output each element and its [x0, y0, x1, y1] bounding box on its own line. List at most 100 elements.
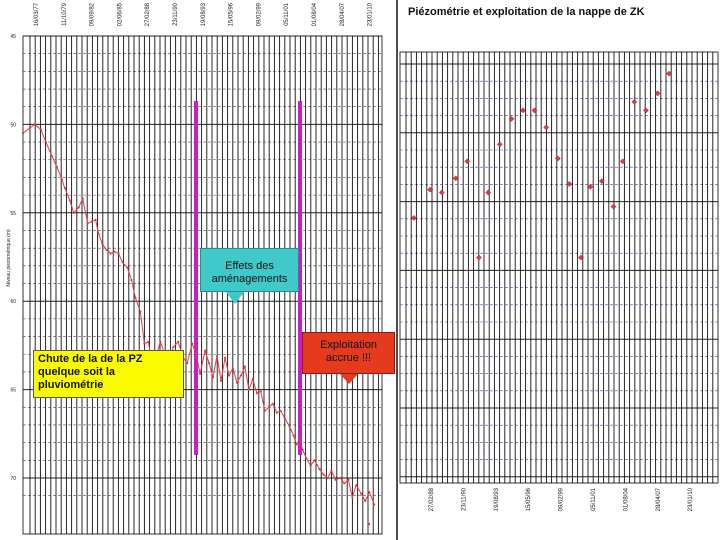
- right-x-tick-label: 05/11/01: [591, 487, 597, 511]
- data-point: [211, 376, 215, 379]
- data-point: [134, 296, 137, 299]
- callout-chute: Chute de la de la PZ quelque soit la plu…: [33, 350, 184, 398]
- data-point: [298, 438, 301, 441]
- data-point: [619, 158, 626, 165]
- right-vertical-gridlines: [405, 52, 714, 483]
- data-point: [279, 409, 282, 412]
- data-point: [654, 90, 661, 97]
- data-point: [90, 220, 93, 223]
- data-point: [231, 367, 235, 370]
- right-x-tick-label: 23/01/10: [688, 487, 694, 511]
- callout-effets-pointer: [226, 292, 244, 304]
- left-top-x-tick-label: 15/05/96: [229, 2, 235, 26]
- highlight-bar-05/11/01: [298, 101, 302, 455]
- data-point: [68, 199, 71, 202]
- right-chart: 27/02/88 23/11/90 19/08/93 15/05/96 09/02/99…: [396, 0, 719, 540]
- data-point: [476, 254, 482, 261]
- right-x-tick-labels: 27/02/88 23/11/90 19/08/93 15/05/96 09/02/99…: [429, 487, 694, 511]
- data-point: [343, 482, 346, 485]
- data-point: [326, 476, 329, 480]
- left-y-tick-label: 70: [10, 476, 16, 482]
- data-point: [309, 464, 312, 467]
- data-point: [543, 124, 550, 131]
- data-point: [267, 406, 270, 409]
- data-point: [364, 499, 367, 503]
- data-point: [275, 411, 278, 414]
- data-point: [28, 126, 32, 130]
- data-point: [63, 186, 66, 190]
- data-point: [247, 388, 250, 391]
- data-point: [101, 243, 104, 246]
- data-point: [39, 128, 43, 131]
- left-top-x-tick-label: 23/11/90: [173, 2, 179, 26]
- left-top-x-tick-label: 02/06/85: [117, 2, 123, 26]
- data-point: [109, 252, 112, 255]
- data-point: [578, 254, 584, 261]
- data-point: [72, 211, 75, 214]
- data-point: [199, 372, 202, 375]
- left-top-x-tick-label: 01/08/04: [312, 2, 318, 26]
- right-x-tick-label: 19/08/93: [494, 487, 500, 511]
- right-x-tick-label: 28/04/07: [656, 487, 662, 511]
- data-point: [177, 340, 180, 343]
- data-point: [191, 342, 194, 345]
- data-point: [86, 222, 89, 225]
- data-point: [77, 206, 80, 209]
- data-point: [610, 203, 617, 210]
- highlight-bars: [194, 101, 302, 455]
- data-point: [292, 434, 295, 437]
- data-point: [531, 107, 538, 114]
- data-point: [566, 181, 573, 187]
- data-point: [255, 392, 258, 395]
- data-point: [94, 218, 97, 221]
- right-x-tick-label: 23/11/90: [461, 487, 467, 511]
- left-top-x-tick-label: 11/10/79: [62, 2, 68, 26]
- data-point: [50, 155, 53, 158]
- data-point: [139, 310, 142, 313]
- data-point: [313, 459, 316, 462]
- left-top-x-tick-label: 28/04/07: [340, 2, 346, 26]
- left-top-x-tick-label: 09/02/99: [256, 2, 262, 26]
- data-point: [215, 354, 219, 358]
- data-point: [438, 189, 445, 196]
- right-x-tick-label: 15/05/96: [526, 487, 532, 511]
- left-top-x-tick-label: 09/09/82: [90, 2, 96, 26]
- data-point: [598, 178, 605, 185]
- right-x-tick-label: 09/02/99: [559, 487, 565, 511]
- left-y-tick-label: 45: [10, 34, 16, 40]
- data-point: [373, 503, 376, 506]
- data-point: [251, 377, 254, 381]
- data-point: [60, 178, 63, 181]
- data-point: [666, 70, 673, 77]
- data-point: [496, 141, 503, 148]
- data-point: [464, 158, 471, 165]
- data-point: [186, 361, 189, 365]
- data-point: [97, 232, 100, 236]
- y-axis-label: Niveau piézométrique (m): [6, 229, 12, 287]
- chart-title: Piézométrie et exploitation de la nappe …: [408, 6, 645, 18]
- left-top-x-tick-label: 27/02/88: [145, 2, 151, 26]
- data-point: [21, 132, 25, 135]
- data-point: [195, 353, 198, 356]
- data-point: [243, 365, 246, 368]
- data-point: [520, 107, 526, 114]
- data-point: [295, 443, 298, 446]
- data-point: [351, 496, 354, 499]
- left-y-tick-label: 60: [10, 299, 16, 305]
- data-point: [339, 476, 342, 480]
- left-chart: 45 50 55 60 65 70 16/03/77 11/10/79 09/09/82 02/…: [6, 2, 383, 535]
- data-point: [367, 522, 371, 526]
- data-point: [631, 99, 638, 105]
- data-point: [452, 175, 459, 182]
- left-y-tick-label: 65: [10, 388, 16, 394]
- data-point: [235, 381, 239, 384]
- data-point: [105, 248, 108, 252]
- data-point: [360, 492, 363, 496]
- left-top-x-tick-labels: 16/03/77 11/10/79 09/09/82 02/06/85 27/02/88…: [34, 2, 374, 26]
- data-point: [355, 483, 358, 487]
- data-point: [368, 491, 371, 494]
- left-y-tick-labels: 45 50 55 60 65 70: [10, 34, 16, 482]
- data-point: [227, 374, 231, 377]
- left-top-x-tick-label: 23/01/10: [368, 2, 374, 26]
